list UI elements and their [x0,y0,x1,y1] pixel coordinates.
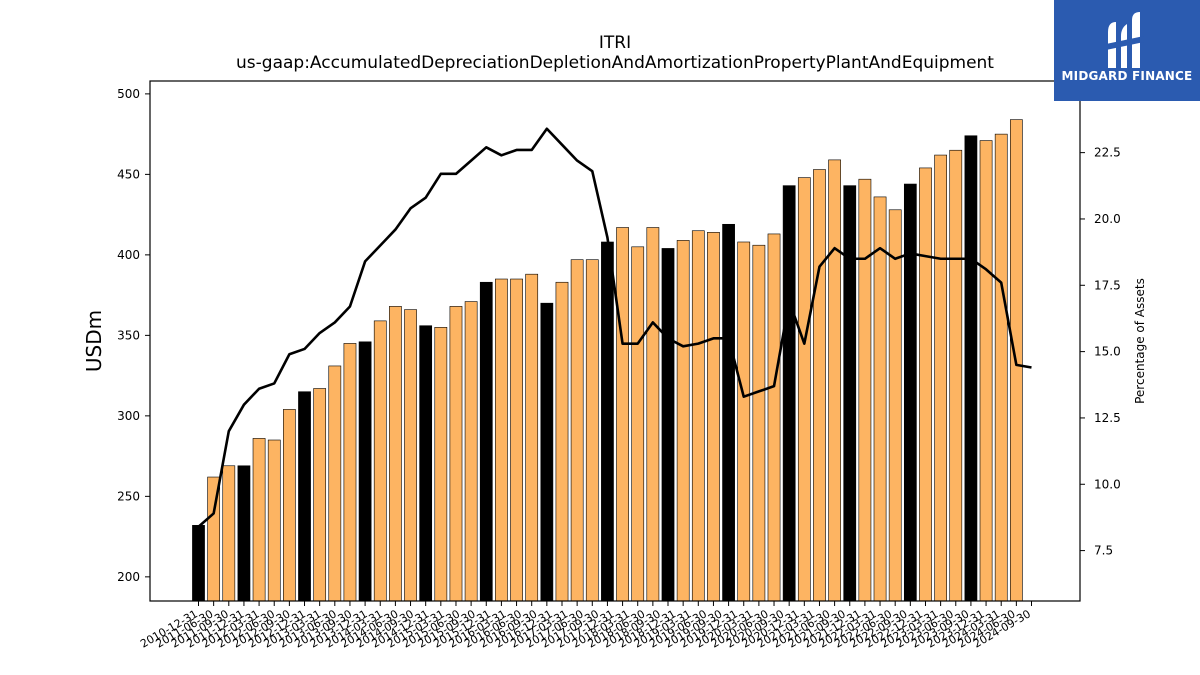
bar-2022-12-31 [919,167,932,602]
bar-2013-09-30 [358,341,372,602]
y2-axis-label: Percentage of Assets [1133,278,1147,404]
bar-2023-03-31 [934,154,947,602]
y-tick-label: 300 [117,409,140,423]
bar-2018-09-30 [661,248,675,602]
y2-tick-label: 17.5 [1094,278,1121,292]
bar-2021-12-31 [858,178,872,602]
bar-2015-06-30 [464,301,478,602]
bar-2011-06-30 [222,465,236,602]
bar-2021-03-31 [813,169,826,602]
y-tick-label: 250 [117,489,140,503]
bar-series [192,119,1023,602]
bar-2017-12-31 [616,227,629,602]
bar-2020-12-31 [797,177,811,602]
bar-2023-12-31 [979,140,993,602]
bar-2016-06-30 [525,273,539,602]
line-series [197,127,1032,528]
bar-2017-03-31 [570,259,584,602]
bar-2017-06-30 [585,259,599,602]
y2-tick-label: 7.5 [1094,544,1113,558]
bar-2022-06-30 [888,209,902,602]
bar-2016-09-30 [540,302,554,602]
y2-tick-label: 15.0 [1094,345,1121,359]
bar-2021-09-30 [843,185,857,602]
bar-2016-03-31 [510,278,523,602]
plot-frame [149,80,1081,602]
bar-2019-12-31 [737,241,751,602]
bar-2019-03-31 [691,230,705,602]
logo-text: MIDGARD FINANCE [1061,69,1193,83]
bar-2020-06-30 [767,233,781,602]
bar-2014-12-31 [434,327,448,602]
y-axis-right: 7.5 10.0 12.5 15.0 17.5 20.0 22.5 [1080,146,1121,558]
bar-2015-12-31 [495,278,508,602]
bar-2015-03-31 [449,306,463,602]
bar-2019-09-30 [722,223,735,602]
bar-2011-09-30 [237,465,251,602]
bar-2020-09-30 [782,185,796,602]
bar-2018-03-31 [631,246,645,602]
bar-2016-12-31 [555,281,569,602]
bar-2014-06-30 [404,309,417,602]
bar-2015-09-30 [479,281,493,602]
y-tick-label: 200 [117,570,140,584]
bar-2017-09-30 [601,241,614,602]
chart-subtitle: us-gaap:AccumulatedDepreciationDepletion… [236,53,994,73]
bar-2012-03-31 [267,439,281,602]
y-tick-label: 400 [117,248,140,262]
bar-2023-09-30 [964,135,978,602]
bar-2013-06-30 [343,343,357,602]
y-tick-label: 450 [117,167,140,181]
y-axis-left: 200 250 300 350 400 450 500 [117,87,150,584]
bar-2013-12-31 [373,320,387,602]
midgard-logo-icon [1106,12,1144,68]
bar-2018-12-31 [676,240,690,602]
chart-title: ITRI [599,33,631,53]
x-axis: 2010-12-312011-06-302011-09-302011-12-31… [138,601,1033,651]
bar-2013-03-31 [328,365,342,602]
brand-logo: MIDGARD FINANCE [1054,0,1200,101]
bar-2020-03-31 [752,244,766,602]
bar-2010-12-31 [192,525,205,602]
y2-tick-label: 10.0 [1094,477,1121,491]
y-tick-label: 350 [117,328,140,342]
bar-2023-06-30 [949,149,963,602]
bar-2021-06-30 [828,159,841,602]
bar-2024-03-31 [994,133,1008,602]
y2-tick-label: 12.5 [1094,411,1121,425]
bar-2012-06-30 [283,409,296,602]
bar-2012-12-31 [313,388,327,602]
y-axis-label: USDm [82,310,106,372]
y2-tick-label: 20.0 [1094,212,1121,226]
percentage-line [197,127,1032,528]
bar-2012-09-30 [298,391,311,602]
bar-2022-03-31 [873,196,887,602]
y-tick-label: 500 [117,87,140,101]
y2-tick-label: 22.5 [1094,146,1121,160]
bar-2014-03-31 [389,306,402,602]
bar-2011-12-31 [252,438,266,602]
bar-2018-06-30 [646,227,660,602]
bar-2022-09-30 [903,183,917,602]
bar-2019-06-30 [707,232,720,602]
bar-2014-09-30 [419,325,433,602]
